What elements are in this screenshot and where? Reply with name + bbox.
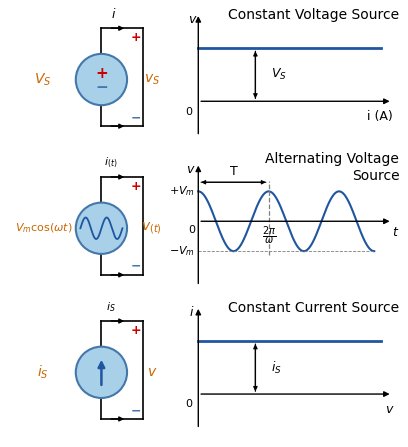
Text: $-V_m$: $-V_m$ <box>169 244 195 258</box>
Text: Source: Source <box>352 169 399 183</box>
Text: v: v <box>186 163 194 176</box>
Text: $V_m\cos(\omega t)$: $V_m\cos(\omega t)$ <box>15 221 73 235</box>
Text: $v_{(t)}$: $v_{(t)}$ <box>142 220 162 236</box>
Circle shape <box>76 54 127 105</box>
Circle shape <box>76 202 127 254</box>
Circle shape <box>76 347 127 398</box>
Text: $i_S$: $i_S$ <box>271 359 282 376</box>
Text: +: + <box>131 31 142 44</box>
Text: Constant Current Source: Constant Current Source <box>228 301 399 315</box>
Text: 0: 0 <box>188 225 195 235</box>
Text: −: − <box>131 111 142 124</box>
Text: −: − <box>131 404 142 417</box>
Text: $i_S$: $i_S$ <box>37 363 49 381</box>
Text: t: t <box>392 227 397 240</box>
Text: $i_{(t)}$: $i_{(t)}$ <box>104 156 118 170</box>
Text: v: v <box>188 13 195 26</box>
Text: $V_S$: $V_S$ <box>271 67 287 82</box>
Text: $V_S$: $V_S$ <box>34 72 52 88</box>
Text: i (A): i (A) <box>367 110 392 123</box>
Text: 0: 0 <box>186 106 193 117</box>
Text: $+V_m$: $+V_m$ <box>169 185 195 198</box>
Text: +: + <box>131 324 142 337</box>
Text: Alternating Voltage: Alternating Voltage <box>266 152 399 166</box>
Text: $v$: $v$ <box>146 365 157 380</box>
Text: i: i <box>190 306 193 319</box>
Text: 0: 0 <box>186 399 193 409</box>
Text: T: T <box>230 165 237 178</box>
Text: $\frac{2\pi}{\omega}$: $\frac{2\pi}{\omega}$ <box>262 224 276 248</box>
Text: v: v <box>385 403 392 416</box>
Text: −: − <box>95 80 108 95</box>
Text: +: + <box>95 66 108 80</box>
Text: $i_S$: $i_S$ <box>106 300 115 314</box>
Text: Constant Voltage Source: Constant Voltage Source <box>228 8 399 22</box>
Text: +: + <box>131 180 142 193</box>
Text: $v_S$: $v_S$ <box>144 72 160 87</box>
Text: −: − <box>131 260 142 273</box>
Text: i: i <box>111 8 115 21</box>
